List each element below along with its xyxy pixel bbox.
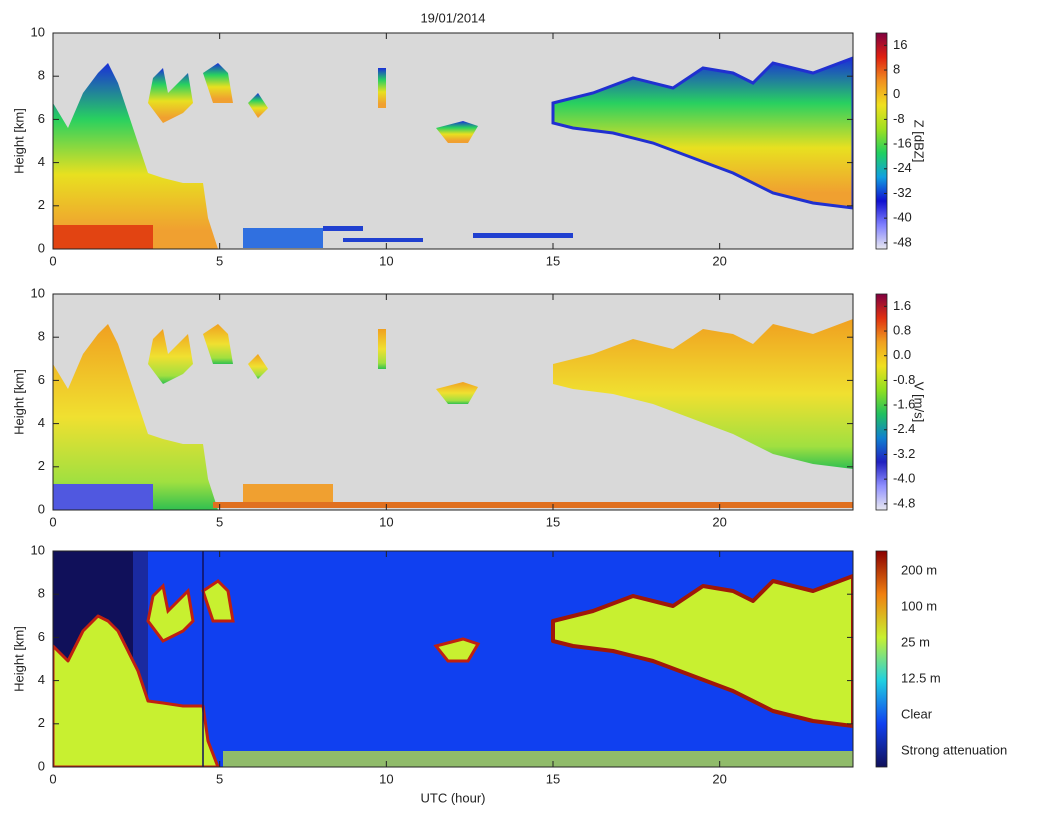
colorbar-category-label: Strong attenuation (901, 742, 1007, 757)
y-tick-label: 0 (38, 758, 45, 773)
y-axis-label: Height [km] (11, 108, 26, 174)
reflectivity-field (53, 56, 853, 249)
y-tick-label: 8 (38, 329, 45, 344)
y-tick-label: 4 (38, 415, 45, 430)
cloud-mask-field (53, 551, 853, 767)
x-tick-label: 0 (49, 771, 56, 786)
x-tick-label: 15 (546, 253, 560, 268)
colorbar-tick-label: 0 (893, 86, 900, 101)
y-tick-label: 2 (38, 197, 45, 212)
y-axis-label: Height [km] (11, 626, 26, 692)
colorbar-label: V [m/s] (912, 382, 927, 422)
x-tick-label: 10 (379, 253, 393, 268)
colorbar-tick-label: 1.6 (893, 298, 911, 313)
colorbar-tick-label: -2.4 (893, 421, 915, 436)
x-tick-label: 0 (49, 514, 56, 529)
x-tick-label: 10 (379, 771, 393, 786)
colorbar (875, 550, 888, 768)
plot-frame (52, 293, 854, 511)
y-tick-label: 8 (38, 586, 45, 601)
x-tick-label: 10 (379, 514, 393, 529)
y-tick-label: 0 (38, 501, 45, 516)
y-tick-label: 6 (38, 372, 45, 387)
colorbar (875, 293, 888, 511)
colorbar-tick-label: -16 (893, 136, 912, 151)
y-axis-label: Height [km] (11, 369, 26, 435)
colorbar (875, 32, 888, 250)
x-tick-label: 15 (546, 514, 560, 529)
plot-frame (52, 32, 854, 250)
colorbar-tick-label: 0.8 (893, 322, 911, 337)
y-tick-label: 8 (38, 68, 45, 83)
x-tick-label: 20 (712, 514, 726, 529)
x-tick-label: 5 (216, 253, 223, 268)
y-tick-label: 10 (31, 24, 45, 39)
y-tick-label: 10 (31, 285, 45, 300)
colorbar-tick-label: -48 (893, 234, 912, 249)
colorbar-tick-label: -24 (893, 160, 912, 175)
y-tick-label: 6 (38, 111, 45, 126)
y-tick-label: 4 (38, 154, 45, 169)
y-tick-label: 10 (31, 542, 45, 557)
colorbar-category-label: 12.5 m (901, 670, 941, 685)
y-tick-label: 4 (38, 672, 45, 687)
colorbar-category-label: 100 m (901, 598, 937, 613)
colorbar-category-label: 200 m (901, 562, 937, 577)
y-tick-label: 0 (38, 240, 45, 255)
y-tick-label: 2 (38, 715, 45, 730)
plot-frame (52, 550, 854, 768)
colorbar-tick-label: -0.8 (893, 372, 915, 387)
velocity-field (53, 319, 853, 510)
x-tick-label: 20 (712, 253, 726, 268)
x-tick-label: 15 (546, 771, 560, 786)
colorbar-tick-label: 0.0 (893, 347, 911, 362)
x-tick-label: 5 (216, 514, 223, 529)
colorbar-tick-label: -3.2 (893, 446, 915, 461)
colorbar-label: Z [dBZ] (912, 120, 927, 163)
colorbar-category-label: 25 m (901, 634, 930, 649)
x-tick-label: 20 (712, 771, 726, 786)
x-tick-label: 5 (216, 771, 223, 786)
colorbar-tick-label: -32 (893, 185, 912, 200)
y-tick-label: 6 (38, 629, 45, 644)
colorbar-tick-label: -8 (893, 111, 905, 126)
x-axis-label: UTC (hour) (420, 790, 485, 805)
colorbar-tick-label: -4.8 (893, 495, 915, 510)
chart-title: 19/01/2014 (420, 10, 485, 25)
colorbar-tick-label: -4.0 (893, 471, 915, 486)
x-tick-label: 0 (49, 253, 56, 268)
y-tick-label: 2 (38, 458, 45, 473)
colorbar-category-label: Clear (901, 706, 933, 721)
colorbar-tick-label: -40 (893, 210, 912, 225)
colorbar-tick-label: 8 (893, 61, 900, 76)
colorbar-tick-label: -1.6 (893, 397, 915, 412)
colorbar-tick-label: 16 (893, 37, 907, 52)
